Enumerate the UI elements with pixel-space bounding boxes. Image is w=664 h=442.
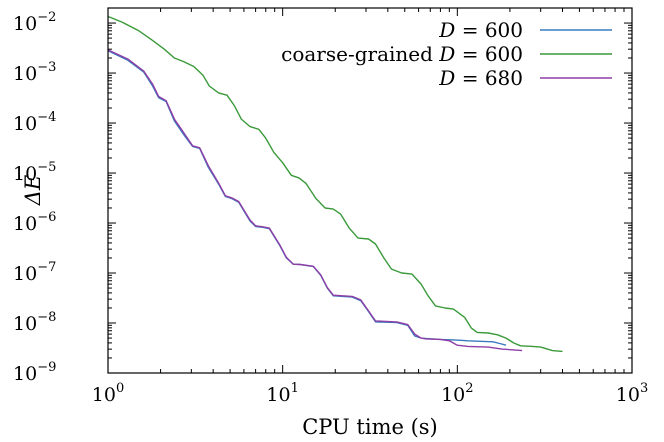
x-axis-label: CPU time (s) (302, 415, 438, 439)
y-tick-label: 10−6 (13, 210, 56, 235)
x-tick-label: 102 (441, 381, 473, 406)
series-line-1 (107, 50, 507, 346)
y-tick-label: 10−5 (13, 160, 56, 185)
x-tick-label: 100 (92, 381, 124, 406)
series-layer (107, 15, 563, 353)
y-tick-label: 10−8 (13, 310, 56, 335)
x-tick-label: 101 (266, 381, 298, 406)
legend-label-3: D = 680 (438, 66, 523, 90)
y-axis-label: ΔE (21, 175, 45, 207)
series-line-3 (107, 49, 523, 352)
y-tick-label: 10−7 (13, 260, 56, 285)
tick-layer: 100 101 102 103 10−2 10−3 10−4 10−5 10−6 10−7 10−8… (13, 7, 648, 406)
x-tick-label: 103 (616, 381, 648, 406)
series-line-2 (107, 15, 563, 353)
y-tick-label: 10−9 (13, 360, 56, 385)
y-tick-label: 10−2 (13, 10, 56, 35)
legend-label-2: coarse-grained D = 600 (281, 42, 523, 66)
plot-frame (107, 7, 633, 374)
y-tick-label: 10−4 (13, 110, 56, 135)
legend-label-1: D = 600 (438, 18, 523, 42)
y-tick-label: 10−3 (13, 60, 56, 85)
